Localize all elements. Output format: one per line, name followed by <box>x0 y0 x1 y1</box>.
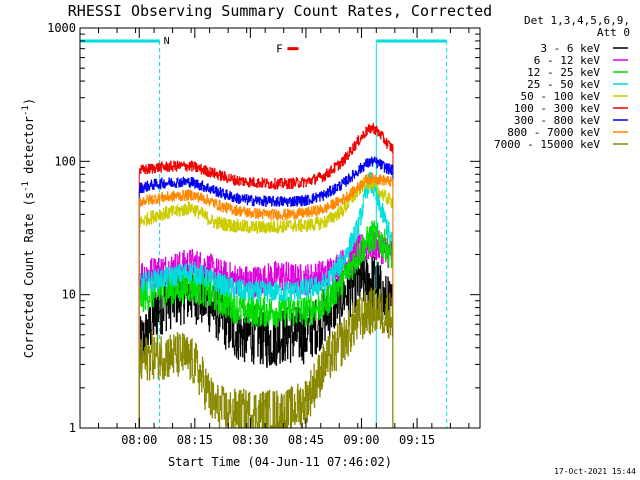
x-tick-label-1: 08:15 <box>177 433 213 447</box>
legend-label-5: 100 - 300 keV <box>514 102 600 115</box>
x-tick-label-3: 08:45 <box>288 433 324 447</box>
y-tick-label-1: 10 <box>62 288 76 302</box>
x-tick-label-4: 09:00 <box>343 433 379 447</box>
series-line-5 <box>138 123 394 428</box>
x-tick-label-5: 09:15 <box>399 433 435 447</box>
legend-label-8: 7000 - 15000 keV <box>494 138 600 151</box>
legend-label-0: 3 - 6 keV <box>540 42 600 55</box>
y-tick-label-0: 1 <box>69 421 76 435</box>
legend-label-2: 12 - 25 keV <box>527 66 600 79</box>
y-label-exp-1: -1 <box>21 181 31 192</box>
y-axis-label: Corrected Count Rate (s-1 detector-1) <box>21 98 36 358</box>
y-label-end: ) <box>22 98 36 105</box>
series-line-2 <box>138 220 394 428</box>
y-label-exp-2: -1 <box>21 105 31 116</box>
night-label-0: N <box>164 36 170 47</box>
series-line-7 <box>138 172 394 428</box>
y-label-mid: detector <box>22 116 36 181</box>
legend-label-7: 800 - 7000 keV <box>507 126 600 139</box>
legend-label-3: 25 - 50 keV <box>527 78 600 91</box>
y-tick-label-3: 1000 <box>47 21 76 35</box>
x-axis-label: Start Time (04-Jun-11 07:46:02) <box>168 455 392 469</box>
chart-title: RHESSI Observing Summary Count Rates, Co… <box>68 2 492 20</box>
y-tick-label-2: 100 <box>54 154 76 168</box>
legend-label-1: 6 - 12 keV <box>534 54 601 67</box>
timestamp: 17-Oct-2021 15:44 <box>554 467 636 476</box>
x-tick-label-2: 08:30 <box>232 433 268 447</box>
series-line-6 <box>138 156 394 428</box>
x-tick-label-0: 08:00 <box>121 433 157 447</box>
legend-header-line-2: Att 0 <box>597 26 630 39</box>
y-label-main: Corrected Count Rate (s <box>22 192 36 358</box>
series-line-4 <box>138 175 394 428</box>
legend-label-6: 300 - 800 keV <box>514 114 600 127</box>
plot-frame <box>79 27 481 429</box>
axis-ticks: 08:00 08:15 08:30 08:45 09:00 09:15 1 10 100 1000 <box>47 21 480 447</box>
legend-label-4: 50 - 100 keV <box>521 90 601 103</box>
flare-label: F <box>276 43 283 56</box>
legend-header-line-1: Det 1,3,4,5,6,9, <box>524 14 630 27</box>
series-line-3 <box>138 171 394 428</box>
